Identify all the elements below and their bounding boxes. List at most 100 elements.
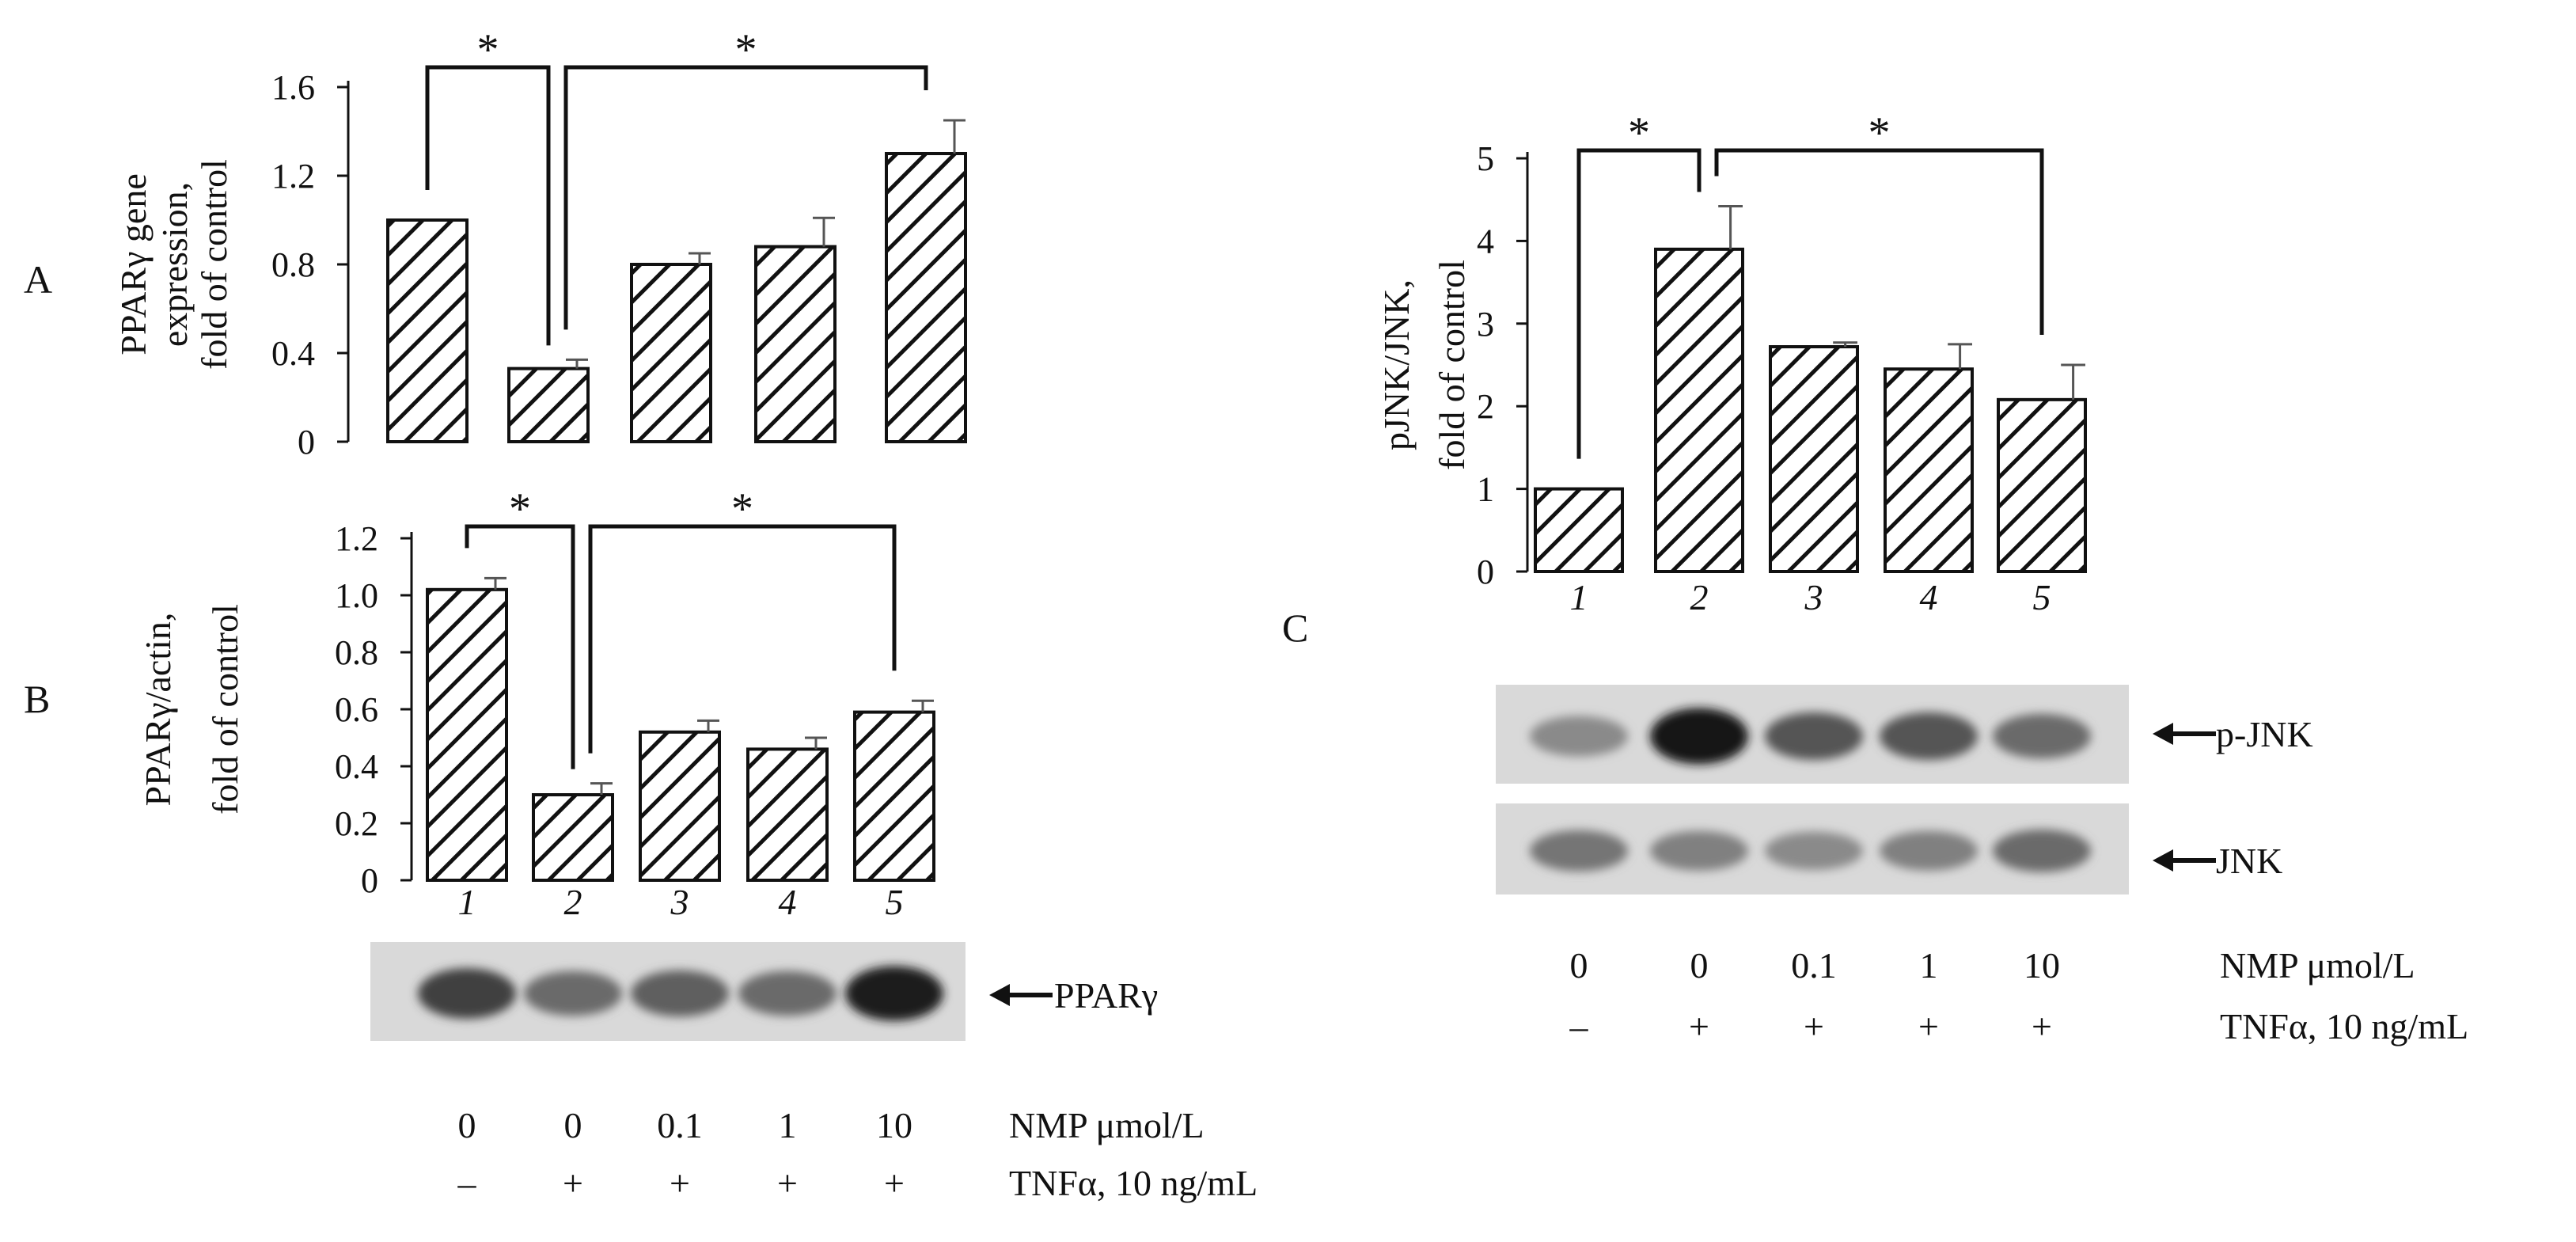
blot-band — [418, 968, 516, 1019]
chart-b-blot: PPARγ — [370, 942, 1158, 1041]
chart-b-conditions: 0 0 0.1 1 10 – + + + + NMP μmol/L TNFα, 10 ng/mL — [457, 1105, 1258, 1203]
blot-band — [845, 966, 943, 1021]
significance-bracket — [425, 65, 551, 346]
tnf-label: TNFα, 10 ng/mL — [2220, 1006, 2468, 1046]
chart-c-conditions: 0 0 0.1 1 10 – + + + + NMP μmol/L TNFα, 10 ng/mL — [1569, 945, 2469, 1046]
blot-band — [1650, 708, 1748, 765]
significance-bracket — [588, 524, 897, 754]
category-label: 4 — [1920, 577, 1938, 617]
nmp-value: 0.1 — [1791, 945, 1837, 986]
panel-label-a: A — [24, 257, 52, 302]
blot-band — [1993, 829, 2091, 872]
chart-a-axis: 0 0.4 0.8 1.2 1.6 — [271, 68, 350, 461]
tnf-value: + — [2032, 1006, 2052, 1046]
y-tick-label: 0.8 — [335, 633, 378, 672]
category-label: 3 — [1804, 577, 1823, 617]
blot-band — [1530, 716, 1628, 757]
arrow-head-icon — [989, 984, 1010, 1006]
chart-a-significance: * * — [425, 25, 928, 346]
blot-band — [738, 970, 837, 1016]
category-label: 1 — [458, 882, 476, 922]
category-label: 1 — [1570, 577, 1588, 617]
category-label: 5 — [2033, 577, 2051, 617]
y-tick-label: 1.0 — [335, 576, 378, 615]
y-tick-label: 1.2 — [271, 157, 315, 196]
bar — [426, 587, 508, 882]
bar — [853, 710, 935, 882]
chart-c-blot: p-JNK JNK — [1496, 685, 2313, 894]
tnf-value: + — [563, 1163, 583, 1203]
ylabel-line: PPARγ gene — [113, 173, 154, 355]
chart-panel-a: PPARγ gene expression, fold of control 0 0.… — [113, 25, 967, 461]
y-tick-label: 0.4 — [335, 747, 378, 786]
nmp-value: 10 — [876, 1105, 912, 1145]
y-tick-label: 1.2 — [335, 519, 378, 558]
blot-label: p-JNK — [2216, 714, 2313, 754]
bar — [1884, 367, 1974, 573]
nmp-value: 0.1 — [657, 1105, 703, 1145]
significance-bracket — [465, 524, 575, 769]
chart-c-axis: 0 1 2 3 4 5 — [1477, 139, 1529, 591]
y-tick-label: 1 — [1477, 470, 1494, 509]
chart-b-axis: 0 0.2 0.4 0.6 0.8 1.0 1.2 — [335, 519, 413, 900]
tnf-value: + — [1918, 1006, 1939, 1046]
y-tick-label: 0 — [1477, 553, 1494, 591]
chart-b-significance: * * — [465, 484, 897, 769]
panel-label-c: C — [1282, 606, 1308, 650]
y-tick-label: 2 — [1477, 387, 1494, 426]
bar — [746, 747, 829, 883]
blot-label: JNK — [2216, 841, 2282, 881]
bar — [1769, 345, 1859, 573]
category-label: 5 — [886, 882, 904, 922]
tnf-value: + — [1689, 1006, 1709, 1046]
chart-c-bars: 1 2 3 4 5 — [1534, 205, 2087, 617]
y-tick-label: 5 — [1477, 139, 1494, 178]
nmp-value: 1 — [779, 1105, 797, 1145]
blot-band — [1765, 831, 1863, 871]
bar — [1534, 487, 1624, 573]
bar — [386, 218, 469, 443]
y-tick-label: 0.4 — [271, 334, 315, 373]
bar — [639, 730, 721, 882]
nmp-value: 1 — [1920, 945, 1938, 986]
bar — [1654, 247, 1744, 573]
nmp-label: NMP μmol/L — [2220, 945, 2415, 986]
significance-bracket — [1714, 148, 2044, 335]
y-tick-label: 4 — [1477, 222, 1494, 260]
blot-band — [631, 970, 729, 1017]
arrow-head-icon — [2153, 723, 2173, 745]
arrow-head-icon — [2153, 849, 2173, 872]
tnf-value: + — [1804, 1006, 1824, 1046]
chart-b-bars: 1 2 3 4 5 — [426, 576, 935, 922]
significance-bracket — [1576, 148, 1702, 459]
tnf-value: + — [670, 1163, 690, 1203]
ylabel-line: fold of control — [194, 159, 234, 370]
tnf-label: TNFα, 10 ng/mL — [1009, 1163, 1258, 1203]
blot-band — [1993, 713, 2091, 759]
category-label: 3 — [670, 882, 689, 922]
y-tick-label: 3 — [1477, 305, 1494, 344]
blot-band — [524, 970, 622, 1016]
nmp-value: 10 — [2024, 945, 2060, 986]
chart-c-significance: * * — [1576, 108, 2044, 459]
blot-band — [1765, 712, 1863, 761]
significance-star: * — [509, 484, 531, 534]
blot-band — [1650, 830, 1748, 871]
ylabel-line: PPARγ/actin, — [138, 613, 178, 807]
y-tick-label: 0.8 — [271, 245, 315, 284]
y-tick-label: 1.6 — [271, 68, 315, 107]
blot-label: PPARγ — [1054, 975, 1158, 1016]
significance-bracket — [563, 65, 928, 330]
bar — [532, 793, 614, 882]
tnf-value: + — [777, 1163, 798, 1203]
chart-b-ylabel: PPARγ/actin, fold of control — [138, 604, 245, 815]
bar — [885, 152, 967, 443]
y-tick-label: 0.2 — [335, 804, 378, 843]
ylabel-line: pJNK/JNK, — [1376, 279, 1417, 450]
bar — [754, 245, 837, 443]
bar — [507, 367, 590, 444]
significance-star: * — [1868, 108, 1891, 158]
nmp-value: 0 — [458, 1105, 476, 1145]
y-tick-label: 0.6 — [335, 690, 378, 729]
